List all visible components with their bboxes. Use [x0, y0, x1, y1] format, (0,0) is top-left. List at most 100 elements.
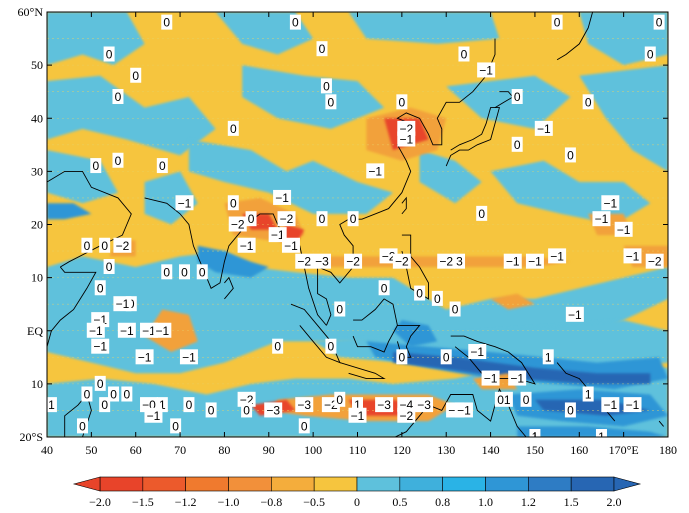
contour-label: 0 [81, 386, 93, 402]
svg-text:−1: −1 [568, 308, 582, 322]
svg-text:1: 1 [354, 398, 361, 412]
lon-tick-label: 120 [393, 443, 411, 457]
colorbar-swatch [399, 476, 443, 492]
contour-label: −2 [397, 407, 416, 423]
contour-label: −1 [592, 211, 611, 227]
contour-label: −1 [91, 338, 110, 354]
svg-text:0: 0 [230, 122, 237, 136]
svg-text:−1: −1 [603, 398, 617, 412]
svg-text:0: 0 [434, 292, 441, 306]
contour-label: 0 [94, 375, 106, 391]
svg-text:0: 0 [163, 16, 170, 30]
svg-text:0: 0 [399, 95, 406, 109]
lon-tick-label: 180 [659, 443, 677, 457]
svg-text:0: 0 [381, 281, 388, 295]
lat-tick-label: 40 [31, 111, 43, 125]
contour-label: 0 [458, 46, 470, 62]
colorbar-tick-label: 1.2 [521, 495, 536, 509]
colorbar-swatch [528, 476, 572, 492]
lon-tick-label: 130 [437, 443, 455, 457]
svg-text:0: 0 [274, 340, 281, 354]
contour-label: −1 [477, 62, 496, 78]
svg-text:1: 1 [585, 388, 592, 402]
svg-text:0: 0 [110, 388, 117, 402]
contour-label: 0 [564, 147, 576, 163]
contour-label: −2 [392, 253, 411, 269]
colorbar-tick-label: −1.2 [175, 495, 197, 509]
contour-label: −1 [565, 306, 584, 322]
svg-text:−2: −2 [395, 255, 409, 269]
colorbar-tick-label: 2.0 [607, 495, 622, 509]
svg-text:0: 0 [106, 260, 113, 274]
contour-label: 0 [289, 14, 301, 30]
contour-label: 0 [121, 386, 133, 402]
svg-text:0: 0 [567, 148, 574, 162]
lon-tick-label: 160 [570, 443, 588, 457]
contour-label: −3 [295, 397, 314, 413]
contour-label: 0 [241, 402, 253, 418]
svg-text:−1: −1 [142, 324, 156, 338]
svg-text:−1: −1 [182, 350, 196, 364]
contour-label: −1 [481, 370, 500, 386]
svg-text:1: 1 [598, 430, 605, 444]
colorbar-swatch [313, 476, 358, 492]
colorbar-tick-label: −1.5 [132, 495, 154, 509]
contour-label: 1 [542, 349, 554, 365]
svg-text:0: 0 [84, 388, 91, 402]
svg-text:−3: −3 [297, 398, 311, 412]
contour-label: −1 [454, 402, 473, 418]
svg-text:−2: −2 [297, 255, 311, 269]
contour-label: 0 [298, 418, 310, 434]
contour-label: 0 [564, 402, 576, 418]
contour-label: 0 [170, 418, 182, 434]
lon-tick-label: 90 [263, 443, 275, 457]
svg-text:0: 0 [159, 159, 166, 173]
contour-label: −1 [113, 296, 132, 312]
contour-label: −1 [348, 407, 367, 423]
colorbar-tick-label: 1.0 [478, 495, 493, 509]
contour-label: −1 [175, 195, 194, 211]
contour-label: 0 [179, 264, 191, 280]
contour-label: −2 [344, 253, 363, 269]
contour-label: −1 [144, 407, 163, 423]
colorbar-tick-label: −1.0 [218, 495, 240, 509]
svg-text:0: 0 [101, 398, 108, 412]
svg-text:−1: −1 [271, 228, 285, 242]
svg-text:−1: −1 [351, 409, 365, 423]
contour-label: −1 [135, 349, 154, 365]
svg-text:0: 0 [97, 281, 104, 295]
contour-label: 0 [112, 152, 124, 168]
contour-label: −2 [645, 253, 664, 269]
svg-text:0: 0 [248, 212, 255, 226]
svg-text:−1: −1 [537, 122, 551, 136]
contour-label: 0 [99, 237, 111, 253]
svg-text:−1: −1 [178, 196, 192, 210]
svg-text:0: 0 [478, 207, 485, 221]
svg-text:0: 0 [115, 154, 122, 168]
contour-label: 0 [183, 397, 195, 413]
contour-label: 0 [227, 195, 239, 211]
svg-text:0: 0 [172, 419, 179, 433]
svg-text:−1: −1 [284, 239, 298, 253]
svg-text:0: 0 [585, 95, 592, 109]
contour-label: −1 [117, 322, 136, 338]
svg-text:0: 0 [101, 239, 108, 253]
contour-label: 0 [156, 158, 168, 174]
svg-text:1: 1 [545, 350, 552, 364]
svg-text:0: 0 [79, 419, 86, 433]
colorbar-tick-label: −0.8 [260, 495, 282, 509]
svg-text:−2: −2 [346, 255, 360, 269]
contour-label: −1 [614, 221, 633, 237]
lat-tick-label: 50 [31, 58, 43, 72]
colorbar-swatch [142, 476, 186, 492]
contour-label: −1 [548, 248, 567, 264]
svg-text:−1: −1 [147, 409, 161, 423]
contour-label: −1 [273, 189, 292, 205]
contour-label: 0 [316, 41, 328, 57]
contour-label: −1 [281, 237, 300, 253]
svg-text:−1: −1 [626, 249, 640, 263]
svg-text:0: 0 [92, 159, 99, 173]
contour-label: 0 [245, 211, 257, 227]
svg-text:−1: −1 [275, 191, 289, 205]
